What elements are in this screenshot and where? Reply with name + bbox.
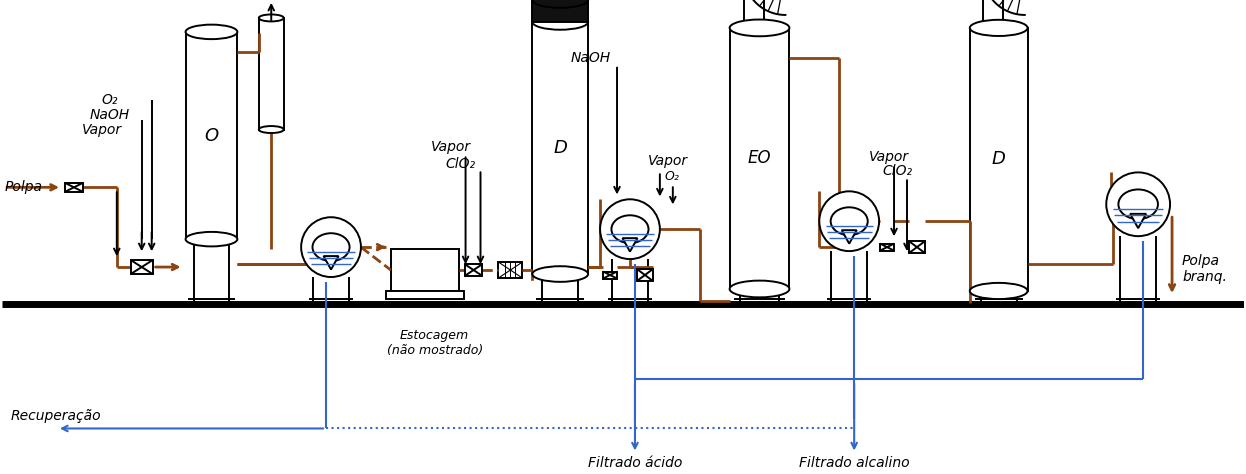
- Text: NaOH: NaOH: [571, 51, 611, 65]
- Bar: [637, 269, 653, 281]
- Text: NaOH: NaOH: [90, 108, 130, 122]
- Circle shape: [601, 199, 660, 259]
- Text: Vapor: Vapor: [431, 140, 471, 155]
- Text: Vapor: Vapor: [648, 155, 688, 168]
- Ellipse shape: [313, 233, 350, 261]
- Text: Vapor: Vapor: [82, 123, 122, 137]
- Bar: [532, 22, 588, 274]
- Ellipse shape: [259, 126, 284, 133]
- Bar: [532, 0, 588, 22]
- Ellipse shape: [730, 19, 790, 36]
- Bar: [910, 241, 925, 253]
- Bar: [969, 28, 1028, 291]
- Ellipse shape: [730, 281, 790, 297]
- Text: ClO₂: ClO₂: [446, 157, 476, 172]
- Polygon shape: [324, 256, 339, 270]
- Bar: [259, 18, 284, 129]
- Ellipse shape: [969, 20, 1028, 36]
- Text: EO: EO: [748, 149, 771, 167]
- Ellipse shape: [186, 25, 238, 39]
- Ellipse shape: [259, 14, 284, 21]
- Polygon shape: [623, 238, 638, 252]
- Polygon shape: [1130, 214, 1146, 228]
- Polygon shape: [842, 230, 857, 244]
- Circle shape: [1106, 173, 1170, 236]
- Text: ClO₂: ClO₂: [882, 164, 912, 178]
- Text: Recuperação: Recuperação: [10, 410, 101, 423]
- Bar: [65, 183, 83, 192]
- Bar: [730, 28, 790, 289]
- Bar: [465, 264, 482, 276]
- Bar: [386, 291, 464, 299]
- Ellipse shape: [532, 266, 588, 282]
- Text: D: D: [553, 139, 567, 157]
- Text: O₂: O₂: [102, 92, 118, 107]
- Circle shape: [302, 217, 361, 277]
- Text: Filtrado alcalino: Filtrado alcalino: [799, 456, 910, 470]
- Bar: [391, 249, 459, 291]
- Text: D: D: [992, 150, 1006, 168]
- Bar: [498, 262, 522, 278]
- Text: Filtrado ácido: Filtrado ácido: [588, 456, 682, 470]
- Circle shape: [820, 191, 880, 251]
- Bar: [131, 260, 153, 274]
- Ellipse shape: [532, 0, 588, 8]
- Ellipse shape: [1119, 190, 1158, 219]
- Bar: [186, 32, 238, 239]
- Text: Estocagem
(não mostrado): Estocagem (não mostrado): [386, 329, 482, 357]
- Text: Vapor: Vapor: [870, 150, 910, 164]
- Ellipse shape: [612, 215, 648, 243]
- Ellipse shape: [532, 14, 588, 30]
- Ellipse shape: [831, 207, 867, 235]
- Bar: [880, 244, 895, 251]
- Bar: [603, 272, 617, 279]
- Ellipse shape: [186, 232, 238, 246]
- Ellipse shape: [969, 283, 1028, 299]
- Text: O₂: O₂: [665, 170, 680, 183]
- Text: Polpa
branq.: Polpa branq.: [1182, 254, 1227, 284]
- Text: O: O: [204, 127, 218, 145]
- Text: Polpa: Polpa: [4, 180, 42, 194]
